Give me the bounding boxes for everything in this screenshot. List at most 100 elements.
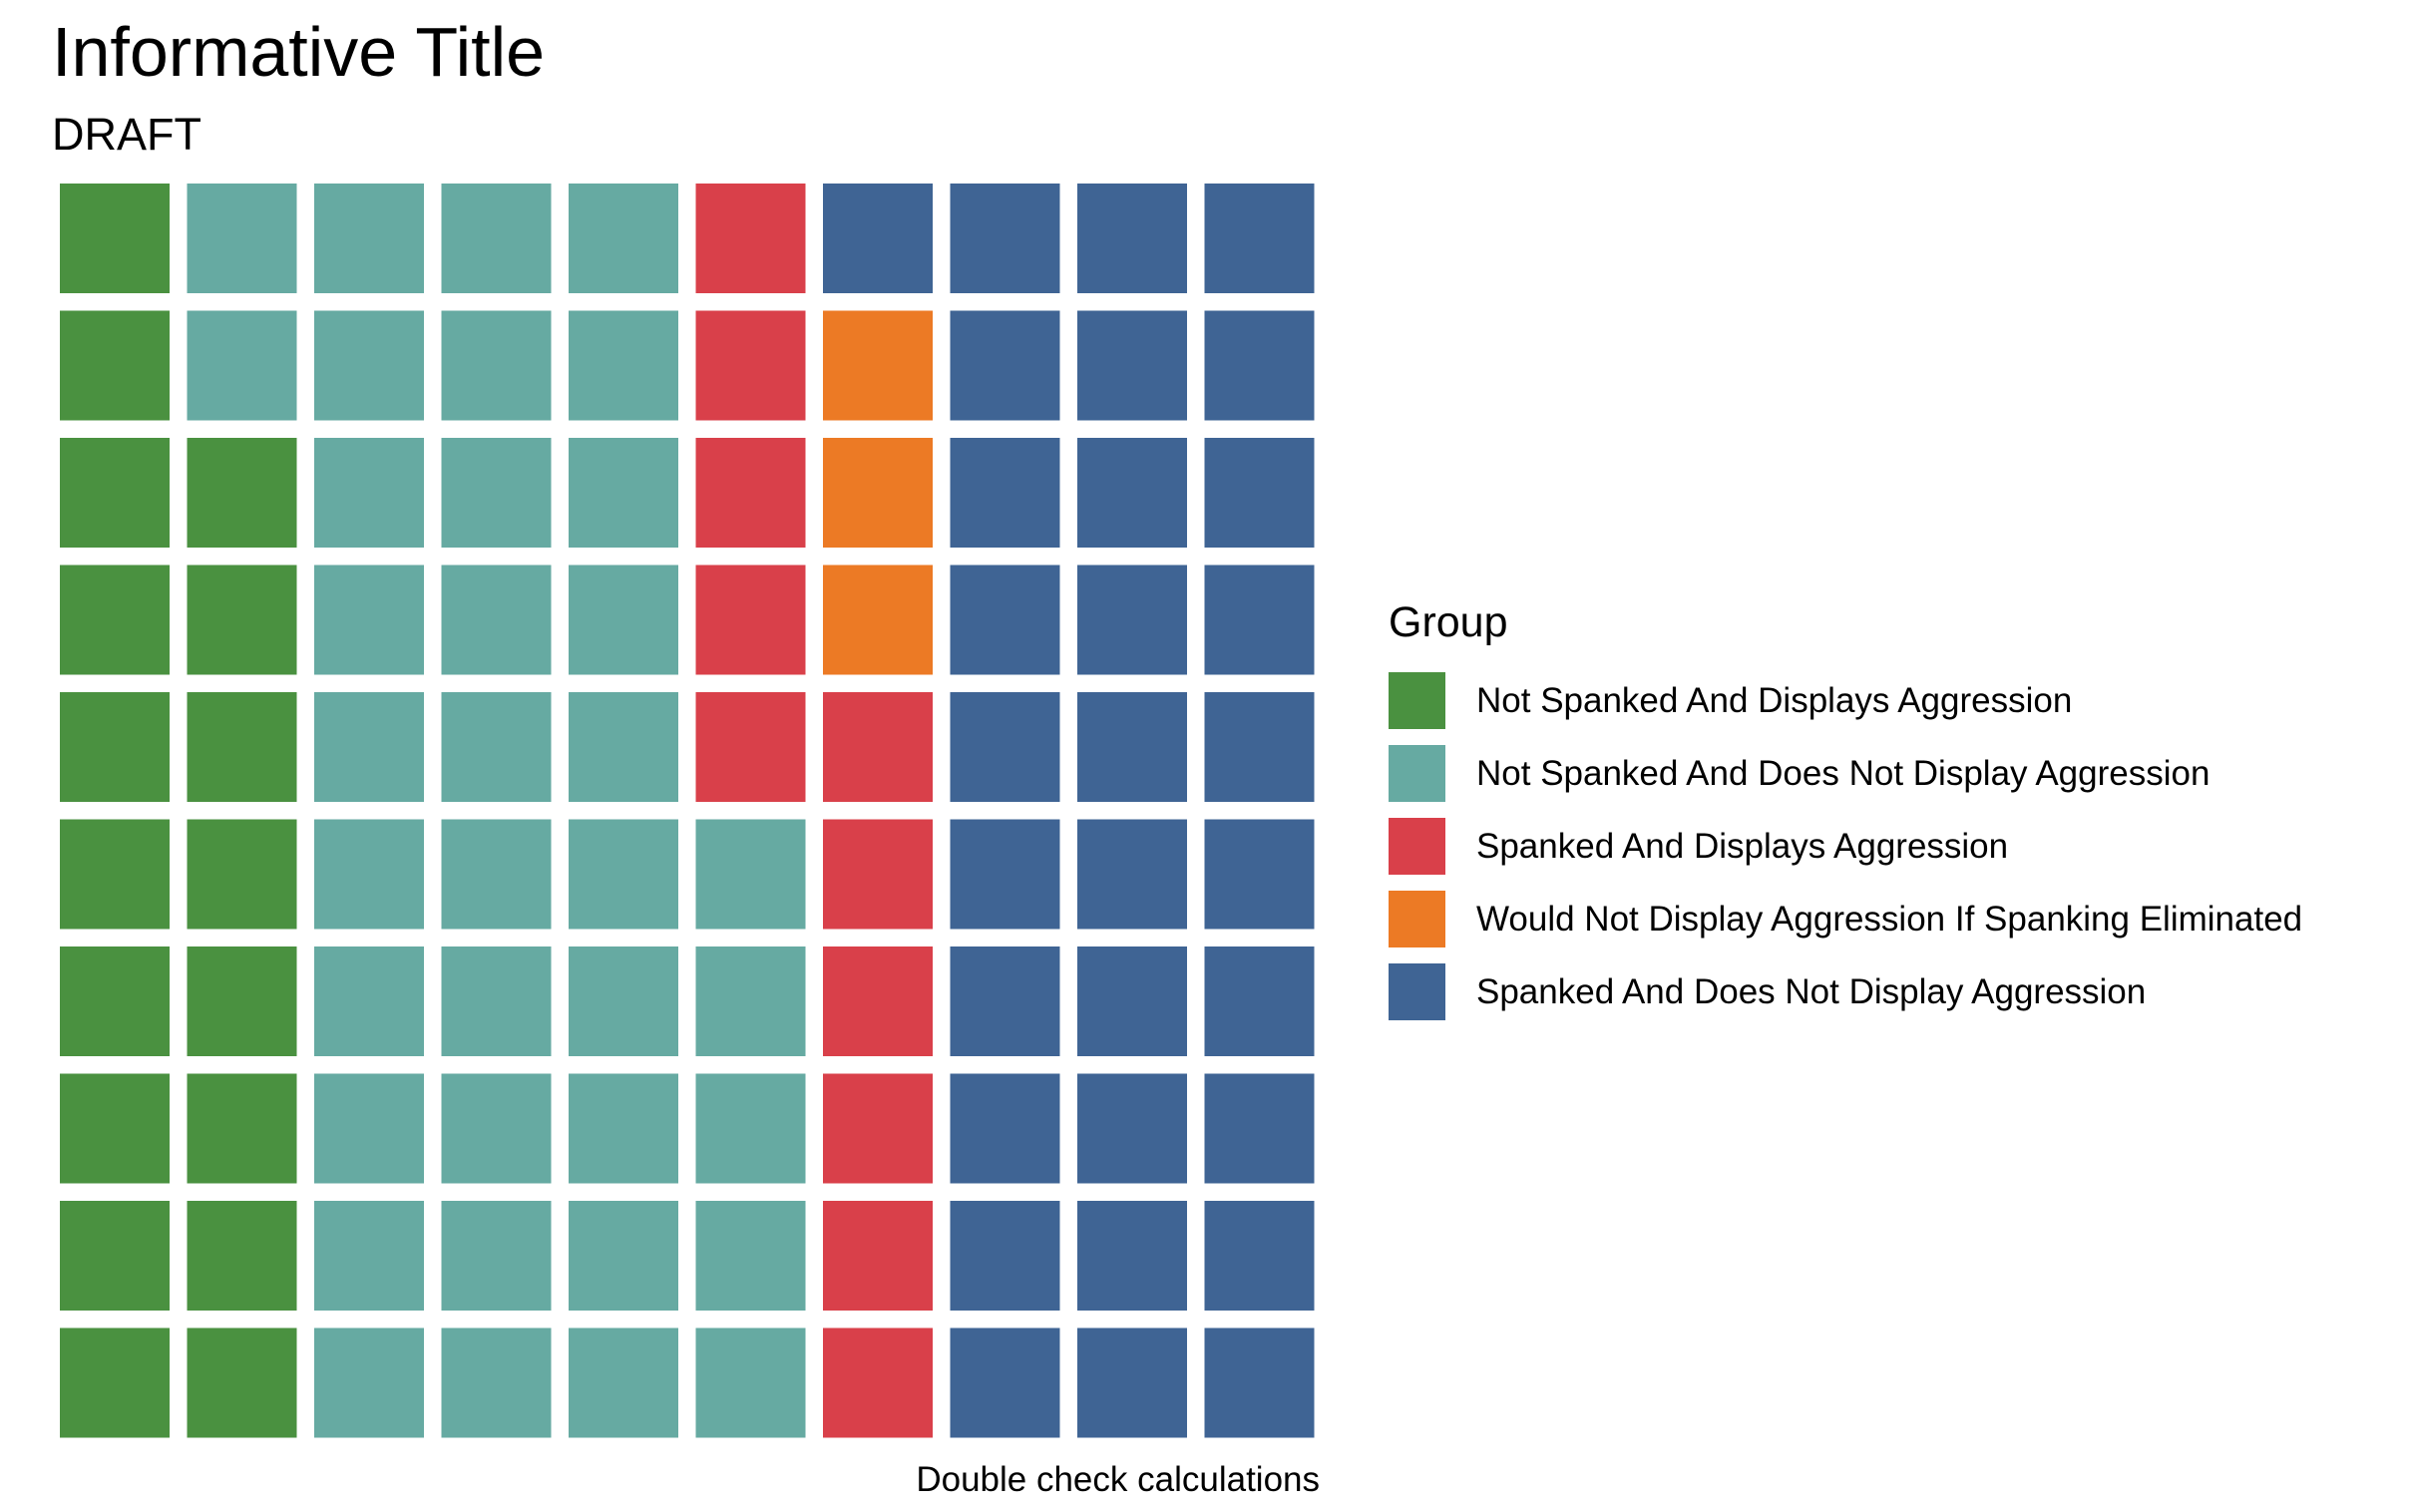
waffle-tile	[187, 692, 297, 802]
waffle-tile	[441, 946, 552, 1056]
waffle-tile	[823, 692, 933, 802]
legend-swatch	[1389, 745, 1445, 802]
waffle-tile	[60, 1201, 170, 1311]
waffle-tile	[695, 946, 806, 1056]
waffle-tile	[60, 946, 170, 1056]
waffle-tile	[314, 1201, 424, 1311]
waffle-tile	[569, 184, 678, 293]
waffle-tile	[187, 1327, 297, 1438]
chart-subtitle: DRAFT	[52, 109, 201, 160]
waffle-tile	[441, 1327, 552, 1438]
waffle-tile	[441, 184, 552, 293]
waffle-tile	[60, 184, 170, 293]
waffle-tile	[569, 946, 678, 1056]
waffle-tile	[1204, 565, 1315, 675]
waffle-tile	[1077, 438, 1187, 548]
waffle-tile	[60, 819, 170, 930]
waffle-tile	[1204, 310, 1315, 421]
waffle-tile	[441, 565, 552, 675]
waffle-tile	[823, 1073, 933, 1184]
legend-item: Spanked And Does Not Display Aggression	[1389, 955, 2302, 1028]
waffle-tile	[823, 310, 933, 421]
waffle-tile	[60, 438, 170, 548]
waffle-tile	[1077, 692, 1187, 802]
waffle-tile	[314, 1073, 424, 1184]
waffle-tile	[823, 946, 933, 1056]
waffle-tile	[1204, 184, 1315, 293]
waffle-tile	[569, 1073, 678, 1184]
legend-swatch	[1389, 672, 1445, 729]
chart-caption: Double check calculations	[916, 1460, 1320, 1499]
waffle-tile	[695, 310, 806, 421]
waffle-tile	[823, 565, 933, 675]
waffle-tile	[187, 310, 297, 421]
waffle-tile	[60, 1327, 170, 1438]
waffle-tile	[950, 819, 1060, 930]
waffle-tile	[60, 565, 170, 675]
waffle-tile	[950, 1201, 1060, 1311]
waffle-tile	[823, 1327, 933, 1438]
waffle-tile	[441, 819, 552, 930]
legend-item: Not Spanked And Does Not Display Aggress…	[1389, 737, 2302, 810]
waffle-tile	[823, 438, 933, 548]
waffle-tile	[1077, 1327, 1187, 1438]
waffle-tile	[187, 1201, 297, 1311]
legend-swatch	[1389, 891, 1445, 947]
waffle-tile	[569, 1201, 678, 1311]
waffle-tile	[314, 819, 424, 930]
waffle-tile	[823, 1201, 933, 1311]
legend-item: Would Not Display Aggression If Spanking…	[1389, 883, 2302, 955]
legend-label: Spanked And Displays Aggression	[1476, 826, 2009, 866]
waffle-tile	[950, 946, 1060, 1056]
waffle-tile	[441, 310, 552, 421]
waffle-tile	[569, 819, 678, 930]
waffle-tile	[569, 310, 678, 421]
waffle-tile	[823, 819, 933, 930]
waffle-tile	[950, 310, 1060, 421]
waffle-tile	[441, 692, 552, 802]
legend-label: Not Spanked And Displays Aggression	[1476, 680, 2073, 720]
waffle-tile	[1077, 565, 1187, 675]
waffle-tile	[950, 1073, 1060, 1184]
waffle-tile	[1204, 1201, 1315, 1311]
legend-items: Not Spanked And Displays Aggression Not S…	[1389, 664, 2302, 1028]
legend: Group Not Spanked And Displays Aggressio…	[1389, 594, 2302, 1028]
waffle-tile	[569, 565, 678, 675]
legend-label: Not Spanked And Does Not Display Aggress…	[1476, 753, 2210, 793]
waffle-tile	[1077, 310, 1187, 421]
waffle-tile	[314, 1327, 424, 1438]
waffle-tile	[1077, 184, 1187, 293]
waffle-tile	[1077, 819, 1187, 930]
waffle-tile	[695, 1073, 806, 1184]
waffle-tile	[569, 438, 678, 548]
waffle-tile	[695, 819, 806, 930]
waffle-tile	[187, 1073, 297, 1184]
waffle-tile	[1077, 1073, 1187, 1184]
waffle-tile	[187, 946, 297, 1056]
waffle-tile	[441, 1073, 552, 1184]
waffle-tile	[950, 565, 1060, 675]
waffle-tile	[187, 438, 297, 548]
waffle-tile	[1204, 692, 1315, 802]
legend-label: Spanked And Does Not Display Aggression	[1476, 971, 2147, 1011]
waffle-tile	[695, 1201, 806, 1311]
waffle-tile	[1204, 946, 1315, 1056]
waffle-tile	[314, 692, 424, 802]
waffle-tile	[1204, 1327, 1315, 1438]
waffle-tile	[441, 1201, 552, 1311]
waffle-tile	[60, 310, 170, 421]
waffle-tile	[950, 184, 1060, 293]
waffle-tile	[314, 438, 424, 548]
waffle-tile	[950, 692, 1060, 802]
waffle-tile	[569, 692, 678, 802]
waffle-tile	[1204, 819, 1315, 930]
waffle-tile	[314, 946, 424, 1056]
waffle-tile	[1204, 1073, 1315, 1184]
legend-item: Spanked And Displays Aggression	[1389, 810, 2302, 883]
legend-title: Group	[1389, 598, 1508, 646]
chart-title: Informative Title	[52, 13, 546, 91]
waffle-tile	[695, 184, 806, 293]
waffle-tile	[441, 438, 552, 548]
waffle-tile	[314, 565, 424, 675]
